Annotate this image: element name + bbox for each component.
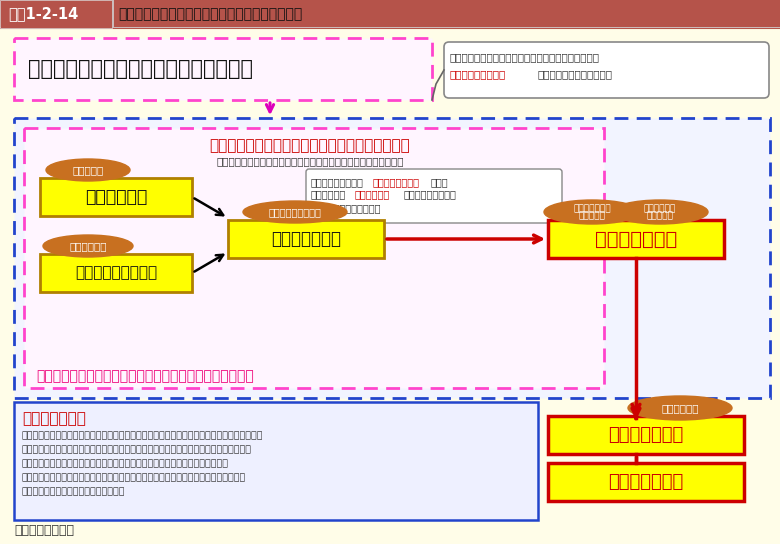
Text: ように避難: ように避難: [647, 212, 673, 220]
Text: 必要に応じて，輸送・通信・電気・ガスその他の公益的事業を営む指定地方公共機関，: 必要に応じて，輸送・通信・電気・ガスその他の公益的事業を営む指定地方公共機関，: [22, 473, 246, 483]
Ellipse shape: [243, 201, 347, 223]
Text: のもとで設置・運営する。: のもとで設置・運営する。: [538, 69, 613, 79]
Ellipse shape: [43, 235, 133, 257]
Text: ＊都道府県，市町村，気象台，砂防部局，火山専門家等により構成: ＊都道府県，市町村，気象台，砂防部局，火山専門家等により構成: [216, 156, 404, 166]
Text: 自衛隊，都道府県警察，消防機関及び火山噴火予知連絡会委員等の火山専門家，: 自衛隊，都道府県警察，消防機関及び火山噴火予知連絡会委員等の火山専門家，: [22, 460, 229, 468]
Ellipse shape: [46, 159, 130, 181]
Ellipse shape: [628, 396, 732, 420]
Text: 火山防災協議会（コアグループ）の設置: 火山防災協議会（コアグループ）の設置: [28, 59, 253, 79]
Text: 」と一致させた上で: 」と一致させた上で: [404, 189, 457, 199]
FancyBboxPatch shape: [14, 38, 432, 100]
FancyBboxPatch shape: [40, 254, 192, 292]
FancyBboxPatch shape: [112, 0, 114, 28]
Text: 警戒が必要な範囲: 警戒が必要な範囲: [373, 177, 420, 187]
FancyBboxPatch shape: [444, 42, 769, 98]
Text: いつ・どこが危険か: いつ・どこが危険か: [268, 207, 321, 217]
Text: 出典：内閣府資料: 出典：内閣府資料: [14, 523, 74, 536]
Text: いつ・どこから: いつ・どこから: [573, 205, 611, 213]
Ellipse shape: [612, 200, 708, 224]
FancyBboxPatch shape: [24, 128, 604, 388]
Text: 森林管理局・署，地方測量部，地方環境事務所，自然保護官事務所，海上保安本部等），: 森林管理局・署，地方測量部，地方環境事務所，自然保護官事務所，海上保安本部等），: [22, 446, 252, 454]
FancyBboxPatch shape: [0, 0, 112, 28]
Text: 噴火シナリオ: 噴火シナリオ: [85, 188, 147, 206]
Text: 避　難　計　画: 避 難 計 画: [595, 230, 677, 249]
FancyBboxPatch shape: [228, 220, 384, 258]
FancyBboxPatch shape: [548, 463, 744, 501]
Ellipse shape: [544, 200, 640, 224]
FancyBboxPatch shape: [14, 402, 538, 520]
Text: 避難対象地域: 避難対象地域: [355, 189, 390, 199]
Text: 都道府県の総合調整: 都道府県の総合調整: [450, 69, 506, 79]
Text: 火山防災マップ: 火山防災マップ: [608, 426, 683, 444]
Text: 」は，: 」は，: [431, 177, 448, 187]
Text: 避難計画の「: 避難計画の「: [311, 189, 346, 199]
Text: 顔の見える関係を構築し，防災対応のイメージを共有する: 顔の見える関係を構築し，防災対応のイメージを共有する: [36, 369, 254, 383]
Text: 都道府県，市町村，国の地方支分部局（管区・地方気象台等，地方整備局・砂防担当事務所，: 都道府県，市町村，国の地方支分部局（管区・地方気象台等，地方整備局・砂防担当事務…: [22, 431, 264, 441]
Text: 火山防災協議会（コアグループ＊）での共同検討: 火山防災協議会（コアグループ＊）での共同検討: [210, 139, 410, 153]
FancyBboxPatch shape: [40, 178, 192, 216]
FancyBboxPatch shape: [14, 118, 770, 398]
FancyBboxPatch shape: [548, 220, 724, 258]
Text: どこへ・どの: どこへ・どの: [644, 205, 676, 213]
FancyBboxPatch shape: [0, 0, 780, 28]
Text: 火山防災協議会: 火山防災協議会: [22, 411, 86, 426]
Text: 噴火警戒レベル: 噴火警戒レベル: [271, 230, 341, 248]
Text: 避難するか: 避難するか: [579, 212, 605, 220]
Text: 避難計画の検討を進める。: 避難計画の検討を進める。: [311, 203, 381, 213]
FancyBboxPatch shape: [0, 28, 780, 544]
Text: 火山ハザードマップ: 火山ハザードマップ: [75, 265, 157, 281]
Text: 火山防災協議会における火山防災対策の共同検討: 火山防災協議会における火山防災対策の共同検討: [118, 7, 303, 21]
FancyBboxPatch shape: [548, 416, 744, 454]
Text: 住民への周知: 住民への周知: [661, 403, 699, 413]
Text: 防　災　訓　練: 防 災 訓 練: [608, 473, 683, 491]
FancyBboxPatch shape: [0, 27, 780, 28]
Text: 噴火警戒レベルの「: 噴火警戒レベルの「: [311, 177, 364, 187]
Text: 図表1-2-14: 図表1-2-14: [8, 7, 78, 22]
Text: 医療や衛生等の専門家，日本赤十字社等: 医療や衛生等の専門家，日本赤十字社等: [22, 487, 126, 497]
Text: いつ危険か: いつ危険か: [73, 165, 104, 175]
FancyBboxPatch shape: [306, 169, 562, 223]
Text: 複数の市町村・機関が関係する共同検討体制として，: 複数の市町村・機関が関係する共同検討体制として，: [450, 52, 600, 62]
Text: どこが危険か: どこが危険か: [69, 241, 107, 251]
